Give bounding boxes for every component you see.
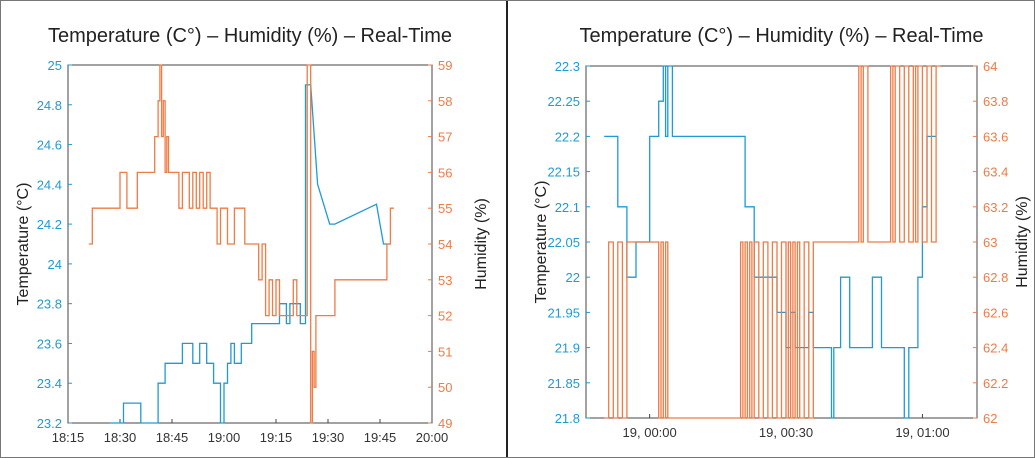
y-left-tick-label: 23.4 <box>37 376 62 391</box>
y-right-tick-label: 58 <box>438 94 452 109</box>
x-tick-label: 18:15 <box>52 430 85 445</box>
chart-panel-right: Temperature (C°) – Humidity (%) – Real-T… <box>509 0 1035 458</box>
y-left-tick-label: 24.2 <box>37 217 62 232</box>
y-left-axis-title: Temperature (°C) <box>15 183 32 306</box>
y-left-tick-label: 22.15 <box>547 165 580 180</box>
y-left-tick-label: 23.6 <box>37 336 62 351</box>
y-right-tick-label: 50 <box>438 380 452 395</box>
chart-right-svg: Temperature (C°) – Humidity (%) – Real-T… <box>533 25 1031 440</box>
temperature-line <box>109 84 391 424</box>
y-left-tick-label: 24 <box>48 257 62 272</box>
y-left-tick-label: 21.8 <box>555 411 580 426</box>
y-left-tick-label: 22.05 <box>547 235 580 250</box>
y-left-tick-label: 24.6 <box>37 138 62 153</box>
y-right-tick-label: 52 <box>438 309 452 324</box>
x-tick-label: 18:45 <box>156 430 189 445</box>
y-right-tick-label: 62.4 <box>983 341 1008 356</box>
y-right-tick-label: 63.2 <box>983 200 1008 215</box>
y-right-tick-label: 62.2 <box>983 376 1008 391</box>
y-left-tick-label: 24.4 <box>37 177 62 192</box>
y-left-tick-label: 22.3 <box>555 59 580 74</box>
y-left-tick-label: 21.95 <box>547 305 580 320</box>
chart-left-svg: Temperature (C°) – Humidity (%) – Real-T… <box>15 25 490 445</box>
y-left-axis-title: Temperature (°C) <box>533 181 550 304</box>
y-right-tick-label: 64 <box>983 59 997 74</box>
y-right-tick-label: 56 <box>438 165 452 180</box>
y-right-tick-label: 63.8 <box>983 94 1008 109</box>
x-tick-label: 19, 00:30 <box>759 425 813 440</box>
y-right-tick-label: 55 <box>438 201 452 216</box>
y-right-tick-label: 63.4 <box>983 165 1008 180</box>
y-left-tick-label: 22.25 <box>547 94 580 109</box>
y-right-tick-label: 63 <box>983 235 997 250</box>
y-right-axis-title: Humidity (%) <box>473 198 490 290</box>
y-right-tick-label: 49 <box>438 416 452 431</box>
y-left-tick-label: 22.2 <box>555 129 580 144</box>
x-tick-label: 19:45 <box>364 430 397 445</box>
y-right-axis-title: Humidity (%) <box>1014 196 1031 288</box>
y-right-tick-label: 62.8 <box>983 270 1008 285</box>
chart-title: Temperature (C°) – Humidity (%) – Real-T… <box>48 25 452 47</box>
panel-divider <box>506 0 508 458</box>
y-right-tick-label: 53 <box>438 273 452 288</box>
y-left-tick-label: 22 <box>566 270 580 285</box>
x-tick-label: 18:30 <box>104 430 137 445</box>
y-left-tick-label: 25 <box>48 58 62 73</box>
humidity-line <box>604 65 941 419</box>
x-tick-label: 19, 01:00 <box>895 425 949 440</box>
y-left-tick-label: 22.1 <box>555 200 580 215</box>
y-right-tick-label: 51 <box>438 344 452 359</box>
y-left-tick-label: 21.9 <box>555 341 580 356</box>
y-right-tick-label: 54 <box>438 237 452 252</box>
chart-panel-left: Temperature (C°) – Humidity (%) – Real-T… <box>0 0 506 458</box>
x-tick-label: 19:15 <box>260 430 293 445</box>
y-left-tick-label: 24.8 <box>37 98 62 113</box>
humidity-line <box>88 64 394 424</box>
y-right-tick-label: 63.6 <box>983 129 1008 144</box>
x-tick-label: 19, 00:00 <box>623 425 677 440</box>
y-right-tick-label: 57 <box>438 130 452 145</box>
y-left-tick-label: 23.2 <box>37 416 62 431</box>
chart-title: Temperature (C°) – Humidity (%) – Real-T… <box>579 25 983 47</box>
x-tick-label: 19:30 <box>312 430 345 445</box>
y-left-tick-label: 21.85 <box>547 376 580 391</box>
y-left-tick-label: 23.8 <box>37 297 62 312</box>
y-right-tick-label: 62.6 <box>983 305 1008 320</box>
x-tick-label: 20:00 <box>416 430 449 445</box>
x-tick-label: 19:00 <box>208 430 241 445</box>
y-right-tick-label: 62 <box>983 411 997 426</box>
y-right-tick-label: 59 <box>438 58 452 73</box>
